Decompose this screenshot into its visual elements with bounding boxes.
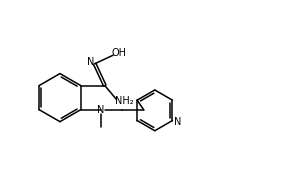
Text: N: N <box>174 117 181 127</box>
Text: N: N <box>97 105 105 115</box>
Text: OH: OH <box>112 49 127 58</box>
Text: NH₂: NH₂ <box>115 96 134 106</box>
Text: N: N <box>87 57 95 66</box>
